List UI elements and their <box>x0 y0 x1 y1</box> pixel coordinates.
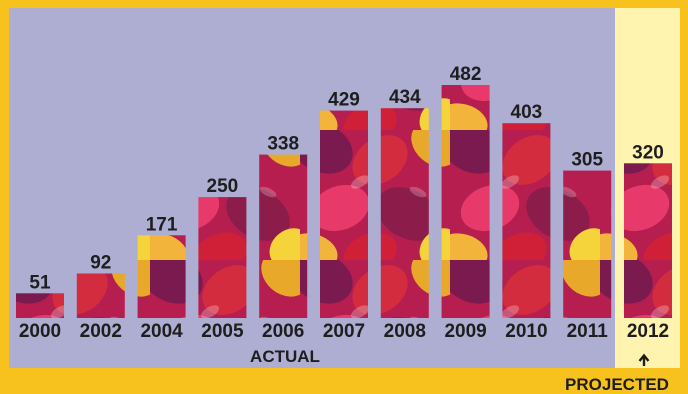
value-label-2008: 434 <box>389 87 421 108</box>
bar-2010 <box>502 123 551 318</box>
bar-2011 <box>563 170 612 318</box>
value-label-2005: 250 <box>207 176 239 197</box>
year-label-2012: 2012 <box>627 321 669 342</box>
year-label-2010: 2010 <box>505 321 547 342</box>
value-label-2006: 338 <box>267 134 299 155</box>
year-label-2005: 2005 <box>201 321 244 342</box>
year-label-2008: 2008 <box>384 321 426 342</box>
year-label-2006: 2006 <box>262 321 304 342</box>
bar-2005 <box>198 197 247 318</box>
bar-2000 <box>16 293 64 318</box>
value-label-2002: 92 <box>90 253 111 274</box>
bar-2009 <box>441 85 490 318</box>
year-label-2004: 2004 <box>140 321 183 342</box>
year-labels: 2000 2002 2004 2005 2006 2007 2008 2009 2010 2011… <box>19 321 669 342</box>
year-label-2011: 2011 <box>567 321 609 342</box>
bar-2008 <box>380 108 429 318</box>
value-label-2011: 305 <box>571 150 603 171</box>
actual-label: ACTUAL <box>250 347 320 366</box>
year-label-2009: 2009 <box>444 321 486 342</box>
value-label-2009: 482 <box>450 64 482 85</box>
bar-2012 <box>624 163 672 318</box>
bars-group <box>16 85 672 318</box>
year-label-2000: 2000 <box>19 321 61 342</box>
bar-2007 <box>320 110 368 318</box>
value-label-2007: 429 <box>328 90 360 111</box>
bar-2002 <box>76 273 125 318</box>
value-label-2000: 51 <box>29 272 51 293</box>
year-label-2007: 2007 <box>323 321 365 342</box>
value-label-2004: 171 <box>146 214 178 235</box>
arrow-up-icon <box>638 353 650 366</box>
value-labels: 51 92 171 250 338 429 434 482 403 305 320 <box>29 64 663 293</box>
value-label-2010: 403 <box>511 102 543 123</box>
bar-2006 <box>259 154 308 318</box>
bar-2004 <box>137 235 186 318</box>
year-label-2002: 2002 <box>80 321 122 342</box>
value-label-2012: 320 <box>632 142 664 163</box>
projected-label: PROJECTED <box>565 375 669 394</box>
